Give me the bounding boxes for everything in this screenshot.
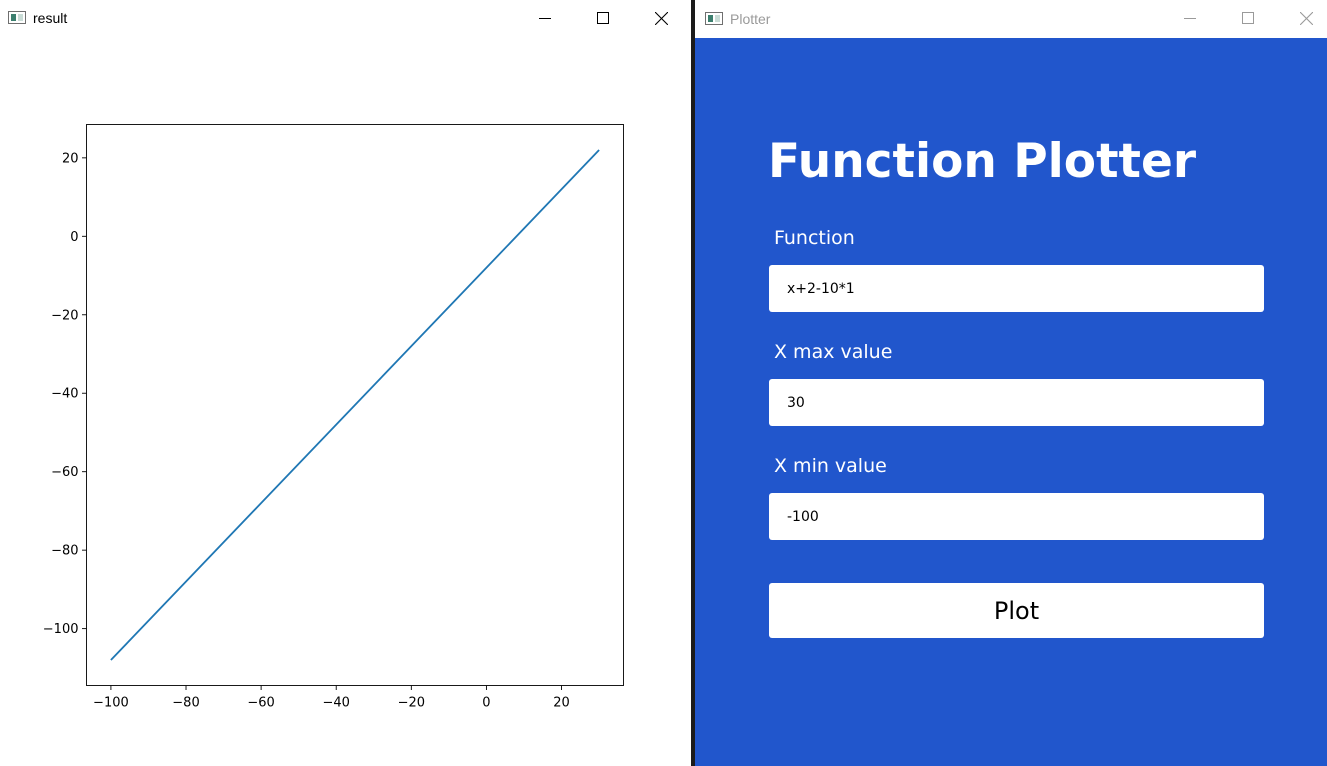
y-tick-label: −60	[51, 465, 78, 480]
plot-canvas: −100 −80 −60 −40 −20 0 20 20 0 −20 −40 −60 −80 −100	[0, 36, 691, 766]
plotter-titlebar[interactable]: Plotter	[695, 0, 1327, 38]
x-tick-label: −40	[323, 696, 350, 711]
maximize-button[interactable]	[574, 0, 632, 36]
result-window: result −100 −80 −60 −40 −20 0 20 20 0 −20 −40 −60 −8…	[0, 0, 691, 766]
plotter-window: Plotter Function Plotter Function X max …	[695, 0, 1327, 766]
plotter-window-title: Plotter	[730, 11, 771, 27]
maximize-icon	[597, 12, 609, 24]
result-window-title: result	[33, 10, 68, 26]
window-divider	[691, 0, 695, 766]
y-tick-label: −80	[51, 544, 78, 559]
close-button[interactable]	[1277, 0, 1327, 36]
maximize-icon	[1242, 12, 1254, 24]
function-label: Function	[774, 227, 855, 249]
page-title: Function Plotter	[768, 134, 1197, 189]
close-icon	[654, 11, 668, 25]
minimize-button[interactable]	[516, 0, 574, 36]
x-max-input[interactable]	[769, 379, 1264, 426]
x-tick-label: −20	[398, 696, 425, 711]
maximize-button[interactable]	[1219, 0, 1277, 36]
y-tick-label: −20	[51, 308, 78, 323]
x-tick-label: 20	[553, 696, 570, 711]
x-tick-label: −80	[172, 696, 199, 711]
x-tick-label: −100	[93, 696, 129, 711]
y-tick-label: 20	[62, 151, 79, 166]
x-min-label: X min value	[774, 455, 887, 477]
minimize-button[interactable]	[1161, 0, 1219, 36]
result-titlebar[interactable]: result	[0, 0, 691, 36]
x-min-input[interactable]	[769, 493, 1264, 540]
y-tick-label: −40	[51, 387, 78, 402]
app-window-icon	[705, 12, 723, 25]
close-icon	[1299, 11, 1313, 25]
minimize-icon	[1184, 18, 1196, 19]
y-tick-label: −100	[43, 622, 79, 637]
plot-button[interactable]: Plot	[769, 583, 1264, 638]
close-button[interactable]	[632, 0, 690, 36]
x-tick-label: 0	[482, 696, 490, 711]
line-chart: −100 −80 −60 −40 −20 0 20 20 0 −20 −40 −60 −80 −100	[43, 124, 624, 711]
app-window-icon	[8, 11, 26, 24]
series-line	[110, 149, 600, 661]
x-tick-label: −60	[247, 696, 274, 711]
y-tick-label: 0	[70, 230, 78, 245]
minimize-icon	[539, 18, 551, 19]
axes-frame	[86, 124, 624, 686]
x-max-label: X max value	[774, 341, 893, 363]
function-input[interactable]	[769, 265, 1264, 312]
